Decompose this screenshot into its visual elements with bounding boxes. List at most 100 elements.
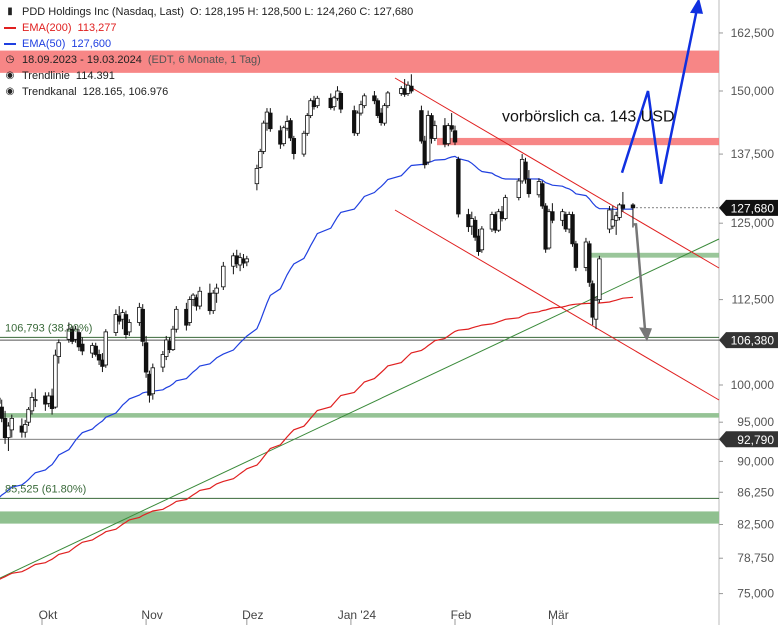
candle-body-down [523,161,528,180]
x-tick-label: Jan '24 [338,608,377,622]
instrument-name: PDD Holdings Inc (Nasdaq, Last) [22,6,185,18]
candle [305,113,310,136]
candle-body-up [305,115,310,134]
candle [526,170,532,198]
candle-body-up [33,399,38,402]
candle [409,74,414,94]
candle [29,392,35,415]
candle [446,123,451,147]
ema200-label: EMA(200) [22,22,72,34]
candle [281,125,286,147]
candle [456,156,461,218]
candle-body-up [315,97,320,107]
legend-header: ▮ PDD Holdings Inc (Nasdaq, Last) O: 128… [4,4,413,20]
candle-body-up [382,105,387,124]
candle-body-down [338,93,344,110]
fib-61-label: 85,525 (61.80%) [5,483,86,495]
trendline-green [0,238,720,579]
candle [53,349,58,409]
candle [170,325,176,352]
candle-body-down [540,183,545,207]
bullish-scenario-path [620,8,699,184]
x-tick-label: Feb [451,608,472,622]
candle-body-up [127,322,132,333]
candle-body-up [362,95,367,107]
ema200-swatch [4,27,16,29]
candle [221,261,226,290]
candle-body-up [281,127,286,145]
candle-body-up [503,197,508,219]
bearish-scenario-path [632,223,647,330]
candle-body-up [496,211,501,231]
candle [80,337,85,356]
scenario-arrows [620,0,703,342]
y-tick-label: 75,000 [737,587,774,601]
candle-body-up [593,299,599,320]
candle-body-up [432,125,438,139]
candle [613,211,619,235]
ema50-line [0,155,634,498]
legend-ema200: EMA(200) 113,277 [4,20,413,36]
candle-body-up [331,97,337,108]
candle [23,419,28,438]
candle [362,93,367,109]
candle-body-up [446,125,451,145]
resistance-zone [0,50,719,73]
candle [9,414,14,438]
candle-body-up [6,425,11,439]
candle-body-up [479,228,485,251]
candle-body-up [23,424,28,433]
candle [214,283,219,303]
chart-annotations: vorbörslich ca. 143 USD 106,793 (38.20%) 8… [5,109,675,496]
candle-body-up [610,219,616,227]
candle [432,120,438,142]
candle [452,125,458,146]
candle [6,422,11,451]
candle-body-down [452,130,458,143]
candle [516,178,521,201]
price-tag [719,332,778,349]
candle [96,349,102,365]
candle [503,194,508,221]
candle [143,335,149,378]
candle-body-up [26,408,31,423]
candle-body-down [96,354,102,361]
candle [308,98,313,119]
candle-body-down [76,332,82,348]
candle [291,135,297,160]
premarket-zone [437,137,719,146]
candle [358,100,364,116]
candle [56,339,61,364]
ema50-label: EMA(50) [22,38,66,50]
candle [385,91,391,109]
x-tick-label: Dez [242,608,263,622]
y-tick-label: 90,000 [737,454,774,468]
candle [113,309,119,336]
x-tick-label: Nov [141,608,162,622]
candle-body-down [620,204,626,209]
candle-body-down [573,243,579,268]
ema200-line [0,296,634,580]
candle [76,329,82,352]
candle-body-up [187,299,192,323]
candle-body-down [288,120,293,139]
candlesticks [0,74,636,451]
ohlc-values: O: 128,195 H: 128,500 L: 124,260 C: 127,… [190,6,414,18]
candle-body-up [258,151,263,168]
candle [261,120,266,155]
y-tick-label: 112,500 [732,293,775,307]
candle [187,296,192,326]
period-detail: (EDT, 6 Monate, 1 Tag) [147,54,261,66]
candle-body-down [93,345,98,355]
candle-body-up [150,367,156,395]
x-tick-label: Okt [39,608,58,622]
price-tag-label: 92,790 [737,433,774,447]
y-tick-label: 78,750 [737,551,774,565]
candle-body-up [385,92,391,107]
trendchannel-value: 128.165, 106.976 [82,86,169,98]
candle-body-up [160,354,166,368]
candle-body-up [9,417,14,431]
candle-body-down [449,125,454,130]
candle [268,108,273,132]
